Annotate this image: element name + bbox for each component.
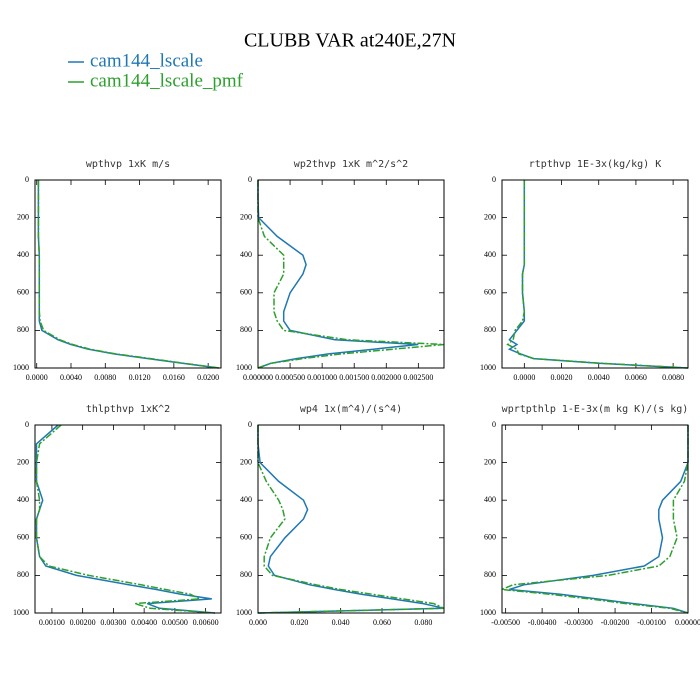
- chart-title: CLUBB VAR at240E,27N: [244, 30, 456, 52]
- x-tick-label: 0.0080: [662, 373, 684, 382]
- y-tick-label: 200: [240, 212, 252, 221]
- x-tick-label: 0.080: [414, 618, 432, 627]
- y-tick-label: 800: [484, 325, 496, 334]
- profile-line: [509, 425, 689, 614]
- x-tick-label: 0.00400: [131, 618, 157, 627]
- x-tick-label: 0.000500: [275, 373, 305, 382]
- x-tick-label: 0.0060: [625, 373, 647, 382]
- y-tick-label: 0: [492, 175, 496, 184]
- y-tick-label: 1000: [236, 363, 252, 372]
- y-tick-label: 800: [17, 325, 29, 334]
- x-tick-label: -0.00300: [564, 618, 593, 627]
- x-tick-label: 0.0120: [129, 373, 151, 382]
- x-tick-label: 0.00200: [70, 618, 96, 627]
- x-tick-label: 0.0200: [197, 373, 219, 382]
- subplot-title: wpthvp 1xK m/s: [86, 159, 170, 170]
- profile-line: [37, 180, 220, 369]
- profile-line: [35, 424, 215, 614]
- y-tick-label: 600: [484, 288, 496, 297]
- subplot-title: wp4 1x(m^4)/(s^4): [300, 404, 402, 415]
- subplot-title: wprtpthlp 1-E-3x(m kg K)/(s kg): [502, 404, 689, 415]
- x-tick-label: 0.00600: [193, 618, 219, 627]
- y-tick-label: 200: [484, 212, 496, 221]
- y-tick-label: 200: [484, 457, 496, 466]
- x-tick-label: 0.0000: [26, 373, 48, 382]
- profile-line: [35, 424, 215, 614]
- profile-line: [507, 180, 689, 369]
- y-tick-label: 0: [492, 420, 496, 429]
- x-tick-label: 0.000000: [243, 373, 273, 382]
- x-tick-label: 0.060: [373, 618, 391, 627]
- y-tick-label: 200: [240, 457, 252, 466]
- plot-frame: [501, 424, 689, 614]
- plot-frame: [34, 424, 222, 614]
- x-tick-label: 0.00500: [162, 618, 188, 627]
- y-tick-label: 200: [17, 457, 29, 466]
- y-tick-label: 400: [17, 495, 29, 504]
- plot-frame: [257, 179, 445, 369]
- y-tick-label: 800: [240, 325, 252, 334]
- y-tick-label: 0: [248, 420, 252, 429]
- x-tick-label: 0.000: [249, 618, 267, 627]
- y-tick-label: 800: [17, 570, 29, 579]
- plot-frame: [501, 179, 689, 369]
- x-tick-label: 0.001000: [307, 373, 337, 382]
- y-tick-label: 400: [240, 250, 252, 259]
- y-tick-label: 200: [17, 212, 29, 221]
- subplot-title: rtpthvp 1E-3x(kg/kg) K: [529, 159, 661, 170]
- profile-line: [506, 180, 689, 369]
- x-tick-label: 0.0080: [94, 373, 116, 382]
- y-tick-label: 400: [484, 250, 496, 259]
- y-tick-label: 0: [25, 175, 29, 184]
- x-tick-label: -0.00500: [491, 618, 520, 627]
- y-tick-label: 1000: [13, 363, 29, 372]
- plot-frame: [257, 424, 445, 614]
- y-tick-label: 1000: [236, 608, 252, 617]
- x-tick-label: 0.0000: [513, 373, 535, 382]
- x-tick-label: 0.002500: [403, 373, 433, 382]
- x-tick-label: 0.040: [332, 618, 350, 627]
- x-tick-label: -0.00100: [637, 618, 666, 627]
- y-tick-label: 800: [240, 570, 252, 579]
- x-tick-label: 0.0040: [588, 373, 610, 382]
- legend-label: cam144_lscale: [90, 50, 203, 71]
- y-tick-label: 400: [484, 495, 496, 504]
- y-tick-label: 800: [484, 570, 496, 579]
- y-tick-label: 600: [240, 288, 252, 297]
- y-tick-label: 400: [240, 495, 252, 504]
- y-tick-label: 600: [17, 533, 29, 542]
- x-tick-label: 0.00000: [675, 618, 700, 627]
- y-tick-label: 400: [17, 250, 29, 259]
- y-tick-label: 0: [25, 420, 29, 429]
- plot-frame: [34, 179, 222, 369]
- y-tick-label: 600: [484, 533, 496, 542]
- profile-line: [257, 425, 445, 614]
- y-tick-label: 1000: [13, 608, 29, 617]
- y-tick-label: 0: [248, 175, 252, 184]
- y-tick-label: 600: [17, 288, 29, 297]
- profile-line: [257, 180, 445, 369]
- y-tick-label: 1000: [480, 608, 496, 617]
- profile-line: [257, 425, 445, 614]
- x-tick-label: -0.00200: [601, 618, 630, 627]
- y-tick-label: 1000: [480, 363, 496, 372]
- subplot-title: wp2thvp 1xK m^2/s^2: [294, 159, 408, 170]
- x-tick-label: 0.00100: [39, 618, 65, 627]
- x-tick-label: 0.020: [290, 618, 308, 627]
- y-tick-label: 600: [240, 533, 252, 542]
- x-tick-label: 0.002000: [371, 373, 401, 382]
- x-tick-label: 0.0020: [551, 373, 573, 382]
- x-tick-label: 0.0160: [163, 373, 185, 382]
- x-tick-label: 0.001500: [339, 373, 369, 382]
- x-tick-label: 0.00300: [100, 618, 126, 627]
- x-tick-label: 0.0040: [60, 373, 82, 382]
- profile-line: [37, 180, 219, 369]
- profile-line: [499, 425, 689, 614]
- legend-label: cam144_lscale_pmf: [90, 70, 244, 91]
- profile-line: [257, 180, 419, 369]
- subplot-title: thlpthvp 1xK^2: [86, 404, 170, 415]
- x-tick-label: -0.00400: [528, 618, 557, 627]
